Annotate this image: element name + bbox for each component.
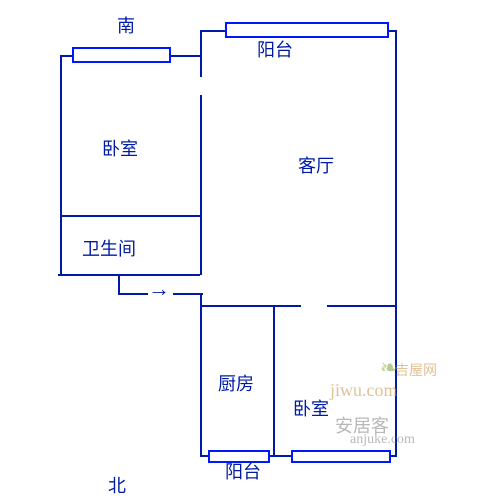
wall-kitchen-left — [200, 293, 202, 457]
floor-plan: → 南 阳台 卧室 客厅 卫生间 厨房 卧室 阳台 北 ❧ 吉屋网 jiwu.c… — [0, 0, 500, 500]
wall-kitchen-right — [273, 305, 275, 457]
label-bedroom2: 卧室 — [293, 395, 329, 421]
label-bath: 卫生间 — [82, 235, 136, 261]
window-top-left — [72, 47, 171, 63]
wall-bedroom2-top-l — [273, 305, 301, 307]
wall-kitchen-top — [200, 305, 273, 307]
wall-bedroom2-top-r — [327, 305, 395, 307]
wall-left-upper — [60, 55, 62, 276]
label-kitchen: 厨房 — [218, 370, 254, 396]
label-living: 客厅 — [298, 152, 334, 178]
entry-arrow-icon: → — [148, 278, 170, 300]
watermark-anjuke: anjuke.com — [350, 432, 415, 448]
wall-bath-bottom — [58, 274, 200, 276]
wall-left-lower — [118, 274, 120, 295]
wall-entry-right — [173, 293, 203, 295]
label-balcony-top: 阳台 — [257, 36, 293, 62]
wall-mid-top — [60, 215, 200, 217]
label-balcony-bot: 阳台 — [225, 458, 261, 484]
watermark-jiwu-cn: 吉屋网 — [395, 360, 437, 380]
wall-bath-right-up — [200, 95, 202, 275]
watermark-jiwu: jiwu.com — [330, 380, 398, 401]
label-north: 北 — [108, 472, 126, 498]
wall-entry-left — [118, 293, 148, 295]
wall-block-vert — [200, 30, 202, 77]
label-south: 南 — [117, 12, 135, 38]
window-top-right — [225, 22, 389, 38]
label-bedroom1: 卧室 — [102, 135, 138, 161]
window-bot-right — [291, 450, 391, 463]
